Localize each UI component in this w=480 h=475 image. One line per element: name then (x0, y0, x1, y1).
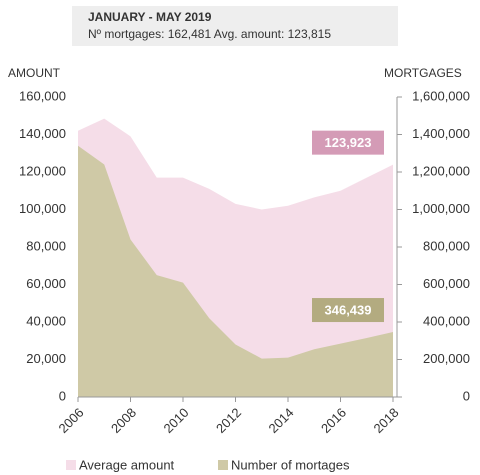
y2-tick-label: 600,000 (423, 276, 470, 291)
legend-swatch (66, 460, 76, 470)
header-box (72, 6, 398, 46)
chart-subtitle: Nº mortgages: 162,481 Avg. amount: 123,8… (88, 27, 331, 41)
value-label: 123,923 (325, 135, 372, 150)
y-tick-label: 80,000 (26, 238, 66, 253)
y-tick-label: 20,000 (26, 351, 66, 366)
y-tick-label: 0 (59, 388, 66, 403)
y2-axis-label: MORTGAGES (384, 66, 462, 80)
x-tick-label: 2014 (265, 405, 296, 436)
y2-tick-label: 0 (463, 388, 470, 403)
legend-label: Average amount (79, 457, 175, 472)
x-tick-label: 2008 (108, 405, 139, 436)
y-tick-label: 120,000 (19, 163, 66, 178)
x-tick-label: 2010 (160, 405, 191, 436)
y2-tick-label: 200,000 (423, 351, 470, 366)
x-tick-label: 2016 (318, 405, 349, 436)
y-tick-label: 60,000 (26, 276, 66, 291)
y-tick-label: 40,000 (26, 313, 66, 328)
y-tick-label: 160,000 (19, 88, 66, 103)
x-tick-label: 2018 (370, 405, 401, 436)
y2-tick-label: 1,400,000 (412, 126, 470, 141)
y2-tick-label: 800,000 (423, 238, 470, 253)
value-label: 346,439 (325, 302, 372, 317)
chart-title: JANUARY - MAY 2019 (88, 10, 212, 24)
area (78, 145, 393, 397)
y2-tick-label: 1,000,000 (412, 201, 470, 216)
y2-tick-label: 1,600,000 (412, 88, 470, 103)
legend-label: Number of mortages (231, 457, 350, 472)
x-tick-label: 2006 (55, 405, 86, 436)
value-label-box (312, 298, 384, 323)
y2-tick-label: 400,000 (423, 313, 470, 328)
x-tick-label: 2012 (213, 405, 244, 436)
y-tick-label: 140,000 (19, 126, 66, 141)
value-label-box (312, 130, 384, 155)
y-axis-label: AMOUNT (8, 66, 61, 80)
y-tick-label: 100,000 (19, 201, 66, 216)
legend-swatch (218, 460, 228, 470)
y2-tick-label: 1,200,000 (412, 163, 470, 178)
